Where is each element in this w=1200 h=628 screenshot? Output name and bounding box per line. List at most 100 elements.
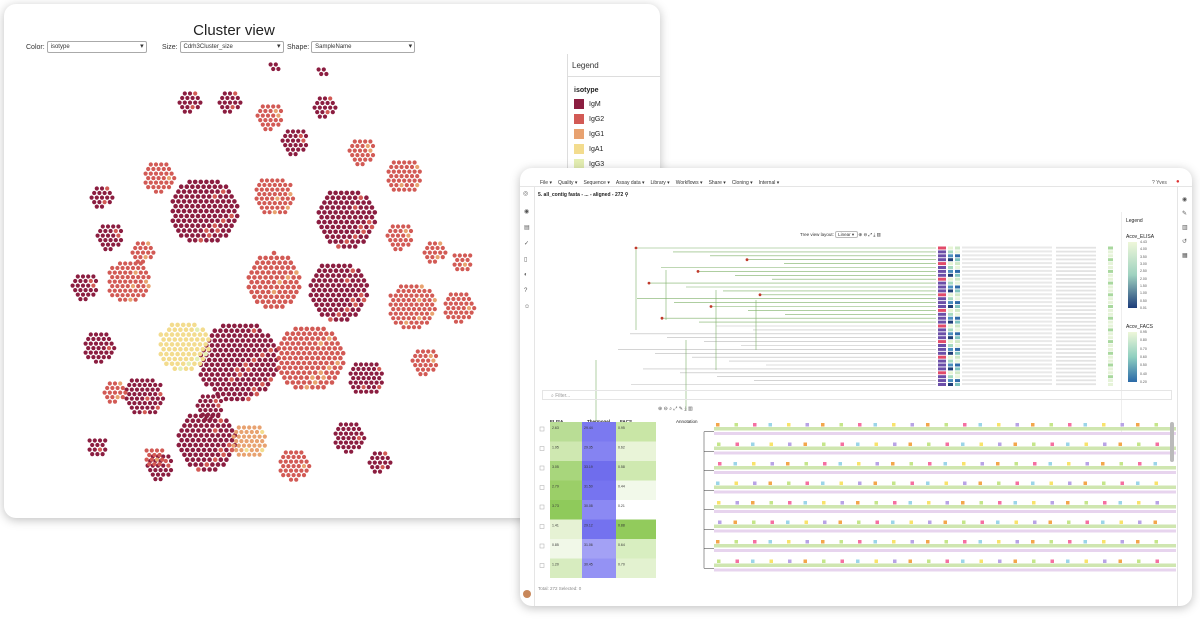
cluster-point[interactable] bbox=[350, 210, 355, 215]
cluster-point[interactable] bbox=[83, 278, 88, 284]
cluster-point[interactable] bbox=[396, 316, 401, 321]
cluster-point[interactable] bbox=[105, 186, 110, 191]
cluster-point[interactable] bbox=[164, 332, 169, 337]
cluster-point[interactable] bbox=[137, 401, 142, 406]
cluster-point[interactable] bbox=[410, 358, 415, 363]
cluster-point[interactable] bbox=[307, 380, 312, 385]
cluster-point[interactable] bbox=[164, 180, 169, 185]
cluster-point[interactable] bbox=[263, 294, 268, 300]
cluster-point[interactable] bbox=[324, 71, 329, 77]
cluster-point[interactable] bbox=[221, 442, 226, 448]
cluster-point[interactable] bbox=[333, 307, 339, 312]
cluster-point[interactable] bbox=[361, 385, 366, 390]
cluster-point[interactable] bbox=[372, 451, 377, 456]
cluster-point[interactable] bbox=[336, 292, 342, 298]
cluster-point[interactable] bbox=[448, 301, 453, 306]
cluster-point[interactable] bbox=[268, 284, 274, 290]
cluster-point[interactable] bbox=[91, 274, 96, 279]
cluster-point[interactable] bbox=[315, 100, 320, 106]
cluster-point[interactable] bbox=[332, 365, 338, 371]
cluster-point[interactable] bbox=[268, 377, 274, 382]
cluster-point[interactable] bbox=[344, 307, 350, 312]
cluster-point[interactable] bbox=[385, 465, 390, 470]
cluster-point[interactable] bbox=[264, 196, 270, 201]
cluster-point[interactable] bbox=[221, 452, 226, 458]
cluster-point[interactable] bbox=[438, 241, 443, 246]
cluster-point[interactable] bbox=[344, 239, 350, 244]
cluster-point[interactable] bbox=[190, 105, 195, 110]
cluster-point[interactable] bbox=[413, 353, 418, 359]
cluster-point[interactable] bbox=[265, 343, 271, 348]
cluster-point[interactable] bbox=[399, 164, 404, 170]
cluster-point[interactable] bbox=[178, 184, 184, 189]
cluster-point[interactable] bbox=[336, 283, 342, 288]
cluster-point[interactable] bbox=[206, 357, 212, 363]
cluster-point[interactable] bbox=[343, 440, 349, 445]
cluster-point[interactable] bbox=[223, 377, 229, 382]
cluster-point[interactable] bbox=[229, 386, 234, 392]
cluster-point[interactable] bbox=[366, 376, 371, 381]
cluster-point[interactable] bbox=[288, 260, 294, 265]
cluster-point[interactable] bbox=[106, 336, 112, 342]
cluster-point[interactable] bbox=[129, 387, 134, 392]
cluster-point[interactable] bbox=[184, 223, 190, 228]
cluster-point[interactable] bbox=[226, 323, 232, 329]
cluster-point[interactable] bbox=[332, 346, 338, 351]
cluster-point[interactable] bbox=[218, 328, 223, 334]
cluster-point[interactable] bbox=[377, 376, 382, 381]
cluster-point[interactable] bbox=[440, 255, 445, 260]
cluster-point[interactable] bbox=[359, 431, 364, 436]
cluster-point[interactable] bbox=[96, 355, 101, 360]
cluster-point[interactable] bbox=[110, 395, 115, 400]
cluster-point[interactable] bbox=[143, 288, 149, 293]
cluster-point[interactable] bbox=[395, 242, 401, 247]
menu-workflows[interactable]: Workflows ▾ bbox=[675, 180, 703, 186]
cluster-point[interactable] bbox=[461, 306, 466, 311]
cluster-point[interactable] bbox=[234, 203, 240, 209]
cluster-point[interactable] bbox=[158, 382, 163, 388]
cluster-point[interactable] bbox=[235, 95, 240, 101]
cluster-point[interactable] bbox=[130, 250, 135, 255]
cluster-point[interactable] bbox=[310, 346, 315, 351]
cluster-point[interactable] bbox=[127, 392, 132, 397]
cluster-point[interactable] bbox=[155, 396, 160, 401]
size-select[interactable]: Cdrh3Cluster_size ▾ bbox=[179, 41, 284, 53]
cluster-point[interactable] bbox=[260, 429, 265, 435]
cluster-point[interactable] bbox=[232, 218, 237, 224]
cluster-point[interactable] bbox=[218, 194, 223, 199]
cluster-point[interactable] bbox=[293, 133, 298, 139]
cluster-point[interactable] bbox=[151, 176, 156, 181]
cluster-point[interactable] bbox=[234, 386, 240, 392]
cluster-point[interactable] bbox=[267, 201, 272, 206]
cluster-point[interactable] bbox=[404, 320, 409, 325]
cluster-point[interactable] bbox=[385, 455, 390, 461]
cluster-point[interactable] bbox=[419, 320, 424, 325]
cluster-point[interactable] bbox=[366, 385, 371, 390]
cluster-point[interactable] bbox=[398, 284, 404, 289]
cluster-point[interactable] bbox=[401, 307, 406, 312]
cluster-point[interactable] bbox=[133, 255, 138, 260]
cluster-point[interactable] bbox=[184, 437, 190, 443]
cluster-point[interactable] bbox=[215, 333, 220, 338]
cluster-point[interactable] bbox=[206, 233, 212, 238]
cluster-point[interactable] bbox=[368, 148, 373, 153]
cluster-point[interactable] bbox=[339, 268, 344, 273]
cluster-point[interactable] bbox=[244, 439, 249, 444]
cluster-point[interactable] bbox=[229, 338, 234, 343]
cluster-point[interactable] bbox=[271, 260, 277, 265]
cluster-point[interactable] bbox=[246, 386, 251, 392]
cluster-point[interactable] bbox=[187, 452, 193, 458]
cluster-point[interactable] bbox=[455, 267, 460, 272]
cluster-point[interactable] bbox=[229, 194, 234, 199]
cluster-point[interactable] bbox=[249, 429, 254, 435]
cluster-point[interactable] bbox=[195, 203, 201, 209]
cluster-point[interactable] bbox=[393, 293, 398, 298]
cluster-point[interactable] bbox=[327, 210, 333, 215]
cluster[interactable] bbox=[83, 332, 117, 364]
cluster-point[interactable] bbox=[218, 357, 223, 363]
cluster-point[interactable] bbox=[229, 357, 234, 363]
cluster-point[interactable] bbox=[336, 234, 341, 239]
cluster-point[interactable] bbox=[263, 265, 268, 270]
cluster-point[interactable] bbox=[275, 205, 280, 210]
cluster-point[interactable] bbox=[318, 350, 324, 356]
